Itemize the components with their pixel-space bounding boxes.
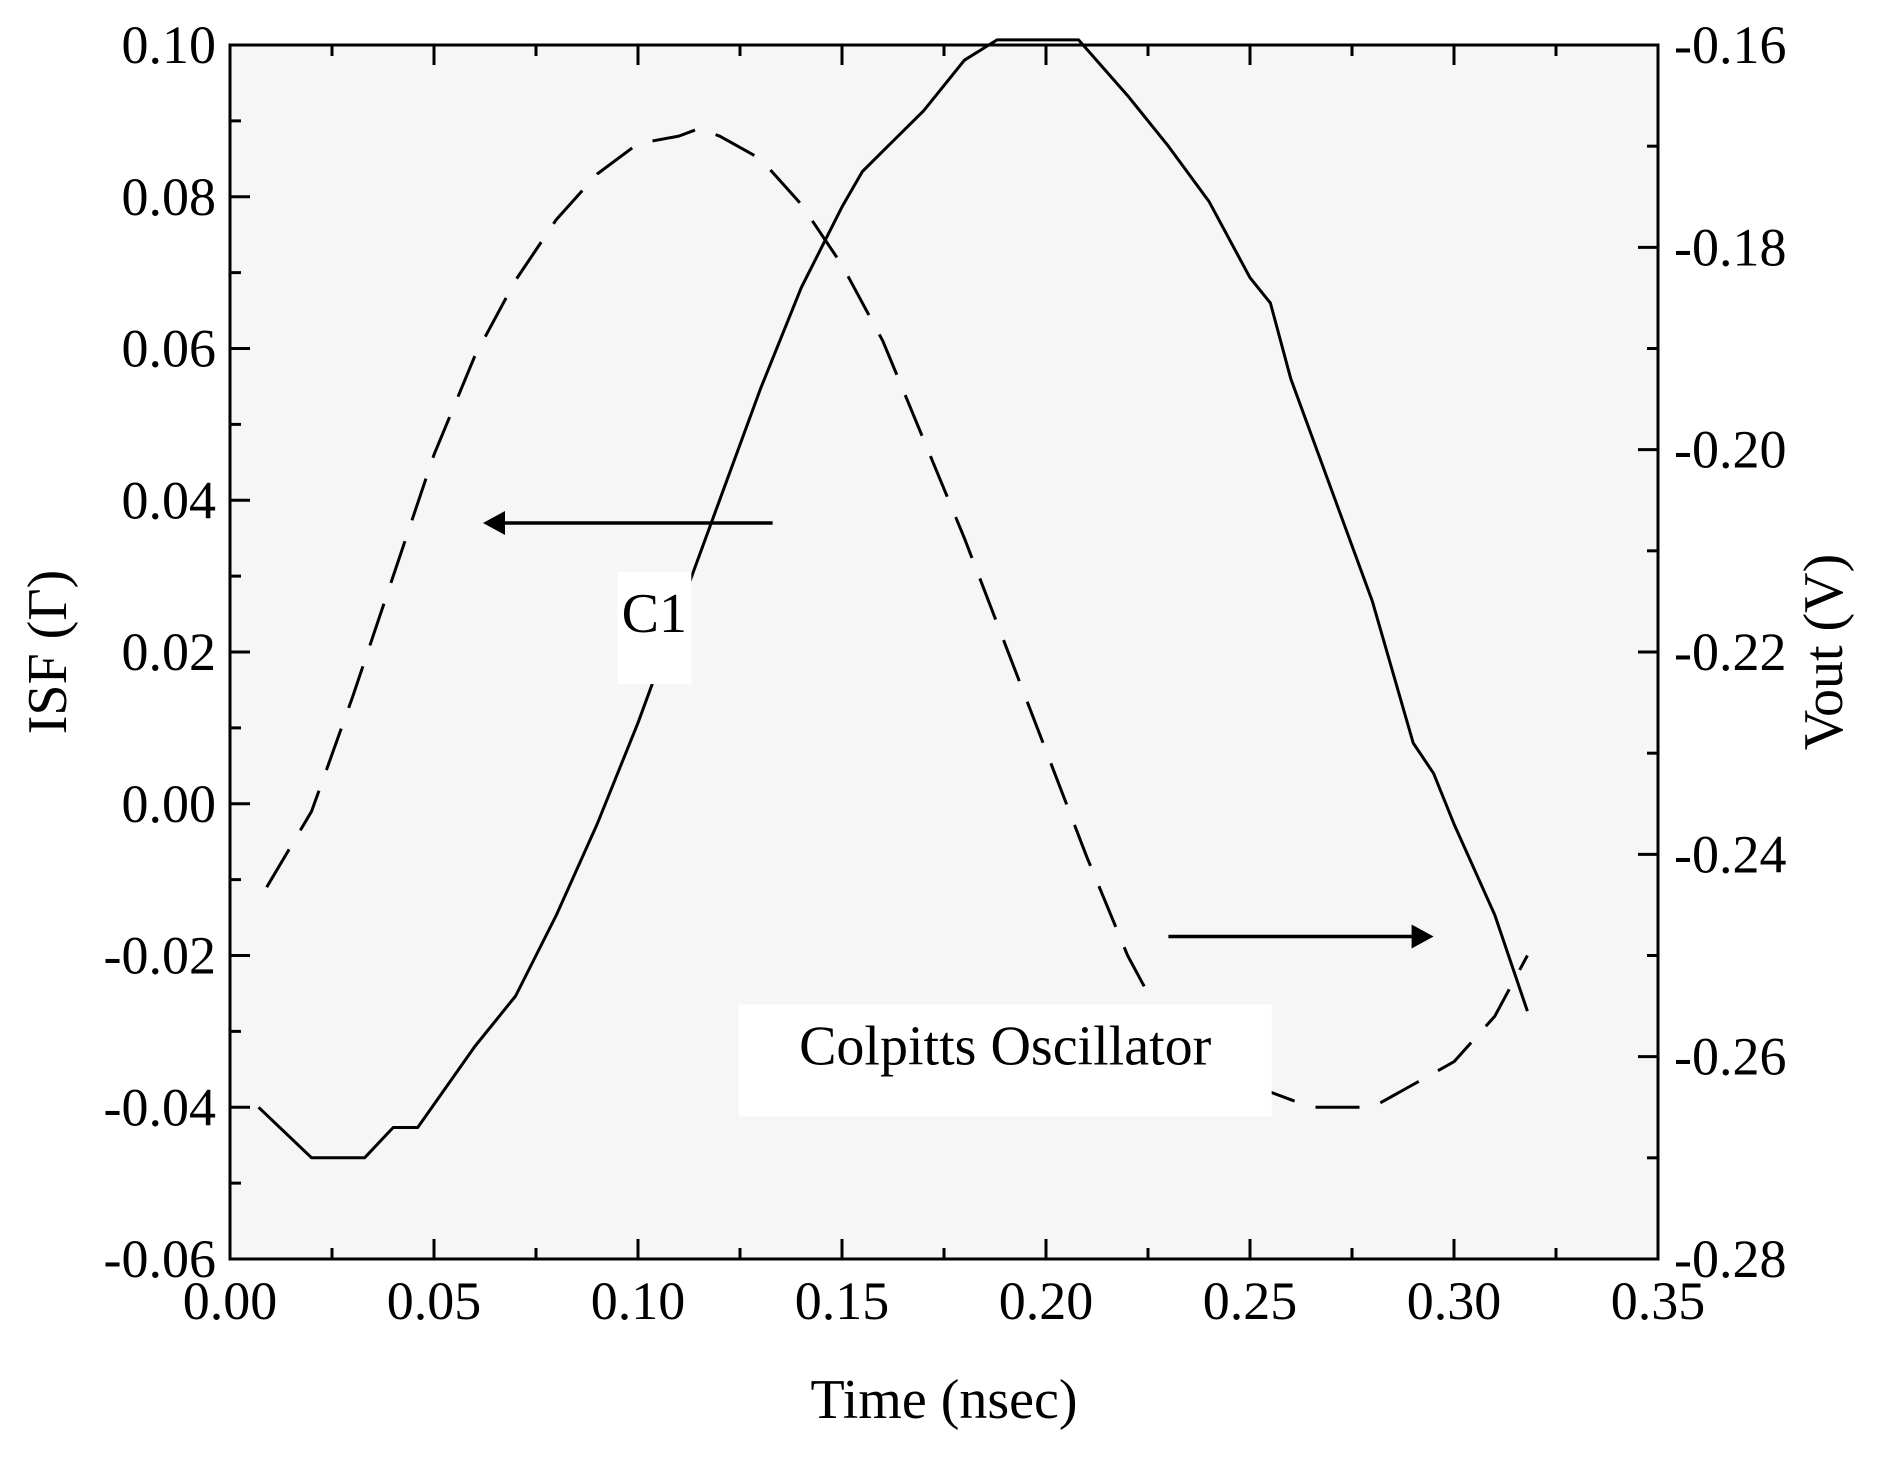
isf-dashed-series-line xyxy=(265,127,1529,1109)
label-layer: 0.00 0.05 0.10 0.15 0.20 0.25 0.30 0.35 -0.06 -0.… xyxy=(104,15,1787,1331)
x-tick-label: 0.05 xyxy=(387,1271,482,1331)
x-tick-label: 0.25 xyxy=(1203,1271,1298,1331)
y-left-tick-label: 0.04 xyxy=(122,470,217,530)
x-tick-label: 0.35 xyxy=(1611,1271,1706,1331)
y-right-tick-label: -0.16 xyxy=(1674,15,1786,75)
x-tick-label: 0.15 xyxy=(795,1271,890,1331)
tick-layer xyxy=(228,43,1660,1261)
vout-solid-series-line xyxy=(257,38,1529,1160)
y-left-tick-label: 0.08 xyxy=(122,167,217,227)
y-right-tick-label: -0.24 xyxy=(1674,824,1786,884)
y-right-tick-label: -0.20 xyxy=(1674,420,1786,480)
y-right-tick-label: -0.18 xyxy=(1674,217,1786,277)
y-left-tick-label: 0.02 xyxy=(122,622,217,682)
y-left-tick-label: -0.06 xyxy=(104,1229,216,1289)
y-left-tick-label: 0.06 xyxy=(122,319,217,379)
y-left-tick-label: 0.00 xyxy=(122,774,217,834)
annotation-label: C1 xyxy=(622,583,687,645)
y-left-tick-label: 0.10 xyxy=(122,15,217,75)
x-axis-title: Time (nsec) xyxy=(810,1369,1077,1431)
y-axis-left-title: ISF (Γ) xyxy=(17,570,79,735)
arrow-left-head-icon xyxy=(483,511,505,535)
x-tick-label: 0.20 xyxy=(999,1271,1094,1331)
y-right-tick-label: -0.22 xyxy=(1674,622,1786,682)
annotation-backdrop xyxy=(738,1004,1272,1117)
y-axis-right-title: Vout (V) xyxy=(1793,554,1855,751)
y-right-tick-label: -0.26 xyxy=(1674,1027,1786,1087)
annotation-layer: C1 Colpitts Oscillator xyxy=(617,572,1272,1117)
annotation-backdrop xyxy=(617,572,692,685)
annotation-label: Colpitts Oscillator xyxy=(799,1016,1212,1078)
arrow-right-head-icon xyxy=(1411,924,1434,949)
x-tick-label: 0.30 xyxy=(1407,1271,1502,1331)
series-layer xyxy=(257,38,1529,1160)
y-left-tick-label: -0.02 xyxy=(104,926,216,986)
y-left-tick-label: -0.04 xyxy=(104,1077,216,1137)
x-tick-label: 0.00 xyxy=(183,1271,278,1331)
x-tick-label: 0.10 xyxy=(591,1271,686,1331)
arrow-layer xyxy=(483,511,1434,949)
y-right-tick-label: -0.28 xyxy=(1674,1229,1786,1289)
